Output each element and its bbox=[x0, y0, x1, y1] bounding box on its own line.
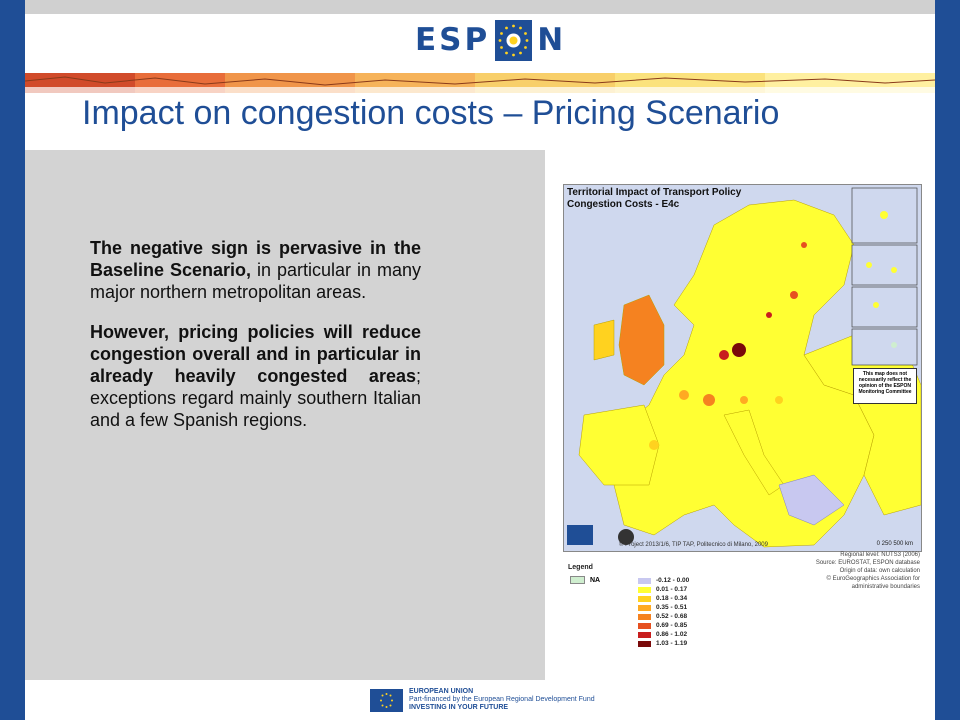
legend-na-label: NA bbox=[590, 576, 601, 584]
legend-row: 0.01 - 0.17 bbox=[638, 585, 689, 594]
paragraph-1-rest: in particular in many major northern met… bbox=[90, 260, 421, 302]
legend-na-row: NA bbox=[570, 576, 600, 584]
left-border-bar bbox=[0, 0, 25, 720]
europe-map: Territorial Impact of Transport Policy C… bbox=[563, 184, 922, 552]
footer-line-2: Part-financed by the European Regional D… bbox=[409, 696, 595, 703]
decorative-map-strip bbox=[24, 73, 936, 93]
legend-label: -0.12 - 0.00 bbox=[656, 577, 690, 584]
legend-swatch bbox=[638, 586, 651, 593]
legend-swatch bbox=[638, 595, 651, 602]
eu-flag-icon bbox=[370, 688, 403, 712]
legend-swatch bbox=[638, 604, 651, 611]
logo-globe-icon bbox=[495, 19, 533, 61]
logo-text-right: N bbox=[537, 22, 567, 58]
legend-na-swatch bbox=[570, 576, 585, 584]
legend-label: 0.18 - 0.34 bbox=[656, 595, 688, 602]
source-line-1: Regional level: NUTS3 (2006) bbox=[840, 552, 920, 558]
legend-label: 1.03 - 1.19 bbox=[656, 640, 688, 647]
logo-text-left: ESP bbox=[415, 22, 491, 58]
source-line-3: Origin of data: own calculation bbox=[839, 568, 920, 574]
footer-line-1: EUROPEAN UNION bbox=[409, 688, 474, 695]
legend-label: 0.52 - 0.68 bbox=[656, 613, 688, 620]
legend-label: 0.69 - 0.85 bbox=[656, 622, 688, 629]
legend-label: 0.86 - 1.02 bbox=[656, 631, 688, 638]
top-gray-strip bbox=[25, 0, 935, 14]
footer-text: EUROPEAN UNION Part-financed by the Euro… bbox=[409, 688, 595, 712]
legend-row: 0.52 - 0.68 bbox=[638, 612, 689, 621]
map-scale: 0 250 500 km bbox=[876, 541, 913, 547]
map-title-line1: Territorial Impact of Transport Policy bbox=[567, 187, 742, 198]
footer: EUROPEAN UNION Part-financed by the Euro… bbox=[370, 688, 595, 712]
right-border-bar bbox=[935, 0, 960, 720]
map-credit: © Project 2013/1/6, TIP TAP, Politecnico… bbox=[619, 542, 768, 548]
legend-row: 0.35 - 0.51 bbox=[638, 603, 689, 612]
body-text: The negative sign is pervasive in the Ba… bbox=[90, 237, 421, 449]
text-panel bbox=[25, 150, 545, 680]
legend-row: 0.18 - 0.34 bbox=[638, 594, 689, 603]
legend-row: -0.12 - 0.00 bbox=[638, 576, 689, 585]
legend-swatch bbox=[638, 640, 651, 647]
paragraph-2: However, pricing policies will reduce co… bbox=[90, 321, 421, 431]
legend-row: 1.03 - 1.19 bbox=[638, 639, 689, 648]
legend-row: 0.69 - 0.85 bbox=[638, 621, 689, 630]
map-disclaimer: This map does not necessarily reflect th… bbox=[853, 368, 917, 404]
legend-swatch bbox=[638, 613, 651, 620]
paragraph-2-bold: However, pricing policies will reduce co… bbox=[90, 322, 421, 386]
map-source: Regional level: NUTS3 (2006) Source: EUR… bbox=[790, 551, 920, 591]
footer-line-3: INVESTING IN YOUR FUTURE bbox=[409, 704, 509, 711]
paragraph-2-rest: ; exceptions regard mainly southern Ital… bbox=[90, 366, 421, 430]
legend-label: 0.01 - 0.17 bbox=[656, 586, 688, 593]
legend-label: 0.35 - 0.51 bbox=[656, 604, 688, 611]
source-line-4: © EuroGeographics Association for admini… bbox=[826, 576, 920, 590]
espon-logo: ESP N bbox=[415, 17, 566, 63]
legend-swatch bbox=[638, 577, 651, 584]
source-line-2: Source: EUROSTAT, ESPON database bbox=[815, 560, 920, 566]
legend-swatch bbox=[638, 622, 651, 629]
legend-title: Legend bbox=[568, 564, 593, 571]
legend-classes: -0.12 - 0.00 0.01 - 0.17 0.18 - 0.34 0.35 -… bbox=[638, 576, 689, 648]
legend-swatch bbox=[638, 631, 651, 638]
map-title: Territorial Impact of Transport Policy C… bbox=[567, 187, 741, 211]
paragraph-1: The negative sign is pervasive in the Ba… bbox=[90, 237, 421, 303]
map-title-line2: Congestion Costs - E4c bbox=[567, 199, 680, 210]
legend-row: 0.86 - 1.02 bbox=[638, 630, 689, 639]
slide-title: Impact on congestion costs – Pricing Sce… bbox=[82, 94, 780, 132]
paragraph-1-bold: The negative sign is pervasive in the Ba… bbox=[90, 238, 421, 280]
